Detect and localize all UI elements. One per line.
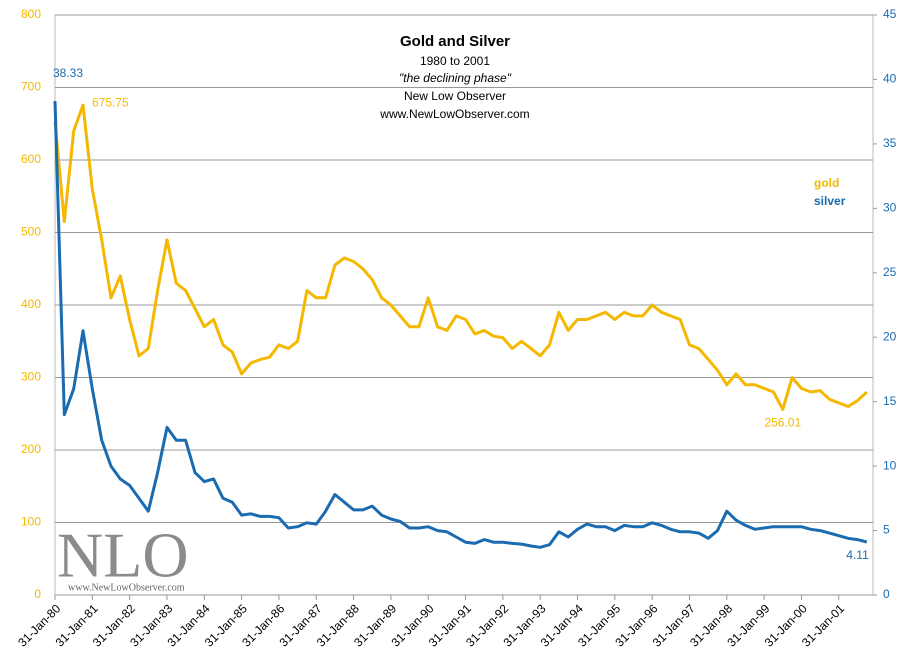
y2-tick-label: 35 bbox=[883, 136, 897, 150]
subtitle: 1980 to 2001 bbox=[420, 54, 490, 68]
y2-tick-label: 15 bbox=[883, 394, 897, 408]
y-tick-label: 200 bbox=[21, 442, 41, 456]
value-label: 675.75 bbox=[92, 95, 129, 109]
subtitle: New Low Observer bbox=[404, 89, 506, 103]
series-line bbox=[53, 103, 868, 411]
chart-title: Gold and Silver bbox=[400, 33, 510, 50]
y2-tick-label: 10 bbox=[883, 458, 897, 472]
legend-label: silver bbox=[814, 194, 846, 208]
watermark-url: www.NewLowObserver.com bbox=[68, 582, 185, 593]
y-tick-label: 100 bbox=[21, 515, 41, 529]
y2-tick-label: 0 bbox=[883, 587, 890, 601]
legend-label: gold bbox=[814, 176, 839, 190]
value-label: 256.01 bbox=[764, 416, 801, 430]
y2-tick-label: 5 bbox=[883, 523, 890, 537]
y2-tick-label: 30 bbox=[883, 201, 897, 215]
subtitle: www.NewLowObserver.com bbox=[379, 107, 529, 121]
y-tick-label: 500 bbox=[21, 225, 41, 239]
series-line bbox=[53, 100, 868, 549]
y2-tick-label: 20 bbox=[883, 329, 897, 343]
y2-tick-label: 45 bbox=[883, 7, 897, 21]
y-tick-label: 400 bbox=[21, 297, 41, 311]
y-tick-label: 0 bbox=[34, 587, 41, 601]
value-label: 38.33 bbox=[53, 66, 83, 80]
watermark: NLO bbox=[57, 520, 189, 591]
y-tick-label: 800 bbox=[21, 7, 41, 21]
y-tick-label: 700 bbox=[21, 80, 41, 94]
y2-tick-label: 40 bbox=[883, 72, 897, 86]
y-tick-label: 300 bbox=[21, 370, 41, 384]
value-label: 4.11 bbox=[846, 548, 869, 562]
y2-tick-label: 25 bbox=[883, 265, 897, 279]
subtitle: "the declining phase" bbox=[399, 71, 512, 85]
y-tick-label: 600 bbox=[21, 152, 41, 166]
